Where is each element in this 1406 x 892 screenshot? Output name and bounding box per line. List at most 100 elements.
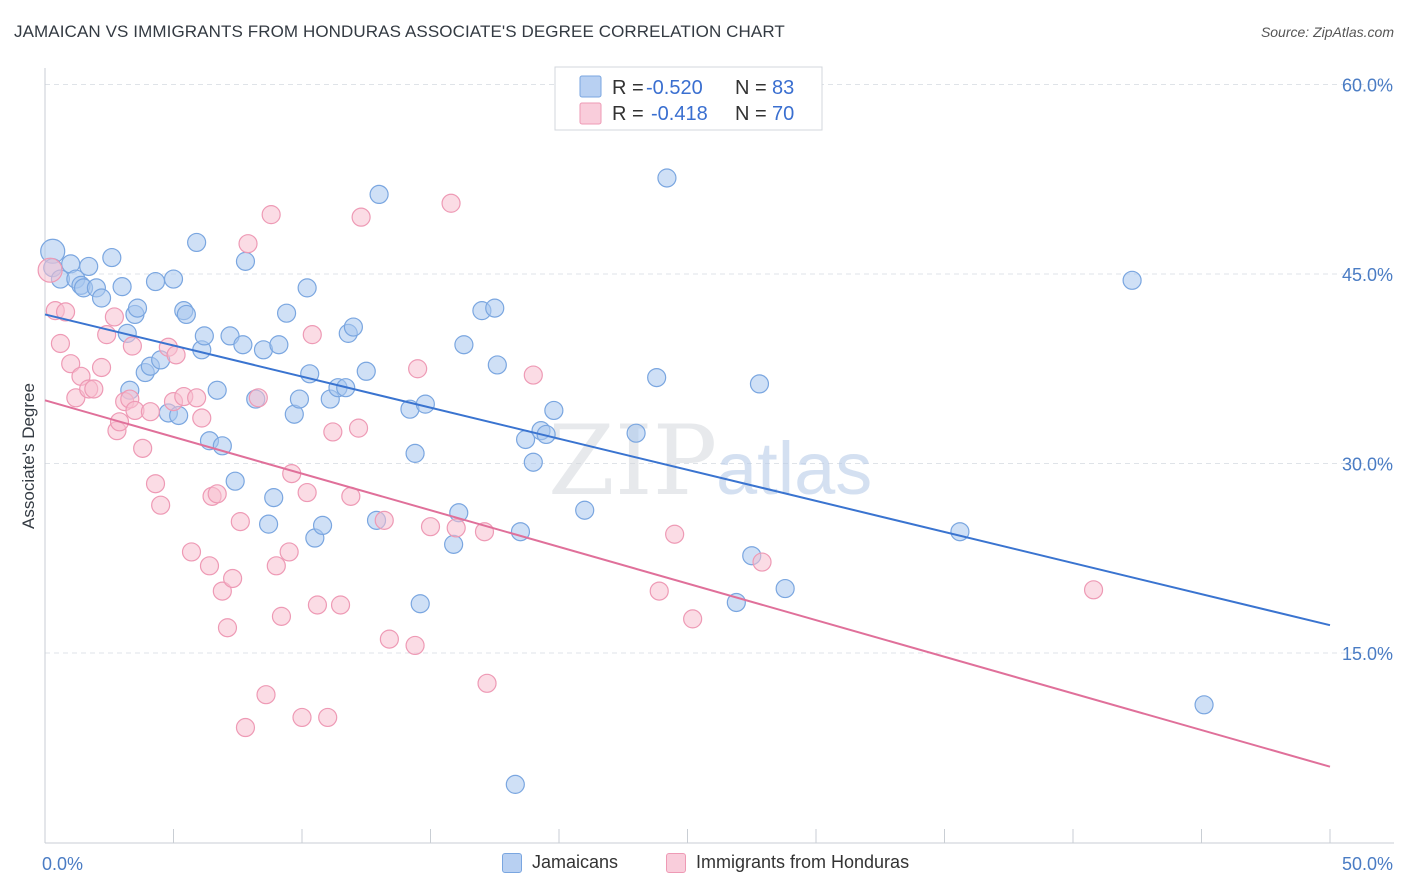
point-jamaicans-5 bbox=[79, 256, 99, 277]
point-honduras-0 bbox=[37, 257, 63, 283]
point-honduras-39 bbox=[256, 685, 276, 705]
point-honduras-47 bbox=[302, 325, 322, 345]
point-jamaicans-37 bbox=[258, 514, 279, 534]
point-jamaicans-29 bbox=[207, 380, 227, 400]
bottom-legend-label-honduras: Immigrants from Honduras bbox=[696, 852, 910, 872]
point-honduras-43 bbox=[279, 542, 299, 562]
point-jamaicans-61 bbox=[454, 335, 474, 355]
point-honduras-42 bbox=[271, 606, 292, 626]
legend-r-label-2: R = bbox=[612, 103, 644, 125]
legend-r-value-2: -0.418 bbox=[651, 103, 708, 125]
point-honduras-9 bbox=[91, 357, 112, 378]
point-honduras-54 bbox=[351, 207, 371, 227]
point-honduras-11 bbox=[104, 307, 124, 327]
point-honduras-4 bbox=[61, 354, 81, 374]
watermark-zip: ZIP bbox=[548, 405, 717, 517]
bottom-legend-label-jamaicans: Jamaicans bbox=[532, 852, 619, 872]
point-jamaicans-56 bbox=[405, 443, 425, 463]
point-honduras-64 bbox=[523, 365, 543, 385]
point-honduras-26 bbox=[181, 542, 202, 562]
point-honduras-46 bbox=[297, 482, 317, 503]
point-honduras-27 bbox=[187, 388, 207, 408]
point-jamaicans-39 bbox=[269, 335, 289, 355]
watermark: ZIP atlas bbox=[548, 405, 872, 517]
point-honduras-3 bbox=[55, 302, 76, 322]
legend-r-label-1: R = bbox=[612, 77, 644, 99]
point-jamaicans-72 bbox=[626, 423, 646, 443]
x-tick-label-1: 50.0% bbox=[1342, 854, 1393, 874]
point-jamaicans-9 bbox=[91, 288, 112, 308]
point-honduras-57 bbox=[405, 635, 425, 656]
point-honduras-55 bbox=[374, 510, 394, 530]
point-honduras-67 bbox=[683, 609, 703, 629]
point-honduras-66 bbox=[665, 524, 685, 544]
y-tick-label-0: 15.0% bbox=[1342, 644, 1393, 664]
point-jamaicans-52 bbox=[356, 361, 376, 381]
point-honduras-21 bbox=[151, 495, 171, 515]
point-jamaicans-81 bbox=[1194, 695, 1214, 715]
grid-lines bbox=[45, 84, 1394, 654]
point-jamaicans-64 bbox=[487, 355, 507, 375]
point-jamaicans-51 bbox=[343, 317, 363, 337]
point-jamaicans-40 bbox=[276, 303, 297, 323]
point-jamaicans-38 bbox=[264, 488, 284, 508]
point-honduras-8 bbox=[84, 379, 104, 399]
point-honduras-49 bbox=[318, 707, 338, 728]
point-honduras-33 bbox=[217, 618, 238, 638]
trend-line-honduras bbox=[44, 399, 1331, 768]
tick-labels: 15.0% 30.0% 45.0% 60.0% 0.0% 50.0% bbox=[42, 76, 1393, 875]
legend-n-label-2: N = bbox=[735, 103, 767, 125]
point-honduras-38 bbox=[248, 388, 268, 408]
point-honduras-51 bbox=[330, 595, 351, 615]
point-jamaicans-80 bbox=[1122, 270, 1142, 290]
point-jamaicans-25 bbox=[187, 232, 207, 253]
point-honduras-41 bbox=[266, 556, 286, 576]
point-jamaicans-43 bbox=[297, 278, 317, 298]
point-honduras-56 bbox=[379, 629, 399, 649]
point-honduras-35 bbox=[230, 512, 250, 532]
point-jamaicans-59 bbox=[444, 534, 464, 554]
point-honduras-58 bbox=[408, 359, 428, 379]
point-jamaicans-73 bbox=[647, 367, 667, 388]
bottom-legend-item-jamaicans: Jamaicans bbox=[502, 852, 618, 873]
x-tick-label-0: 0.0% bbox=[42, 854, 83, 874]
point-honduras-16 bbox=[122, 336, 142, 356]
bottom-legend-swatch-pink bbox=[666, 852, 686, 873]
chart-title: JAMAICAN VS IMMIGRANTS FROM HONDURAS ASS… bbox=[14, 22, 785, 41]
point-jamaicans-57 bbox=[410, 594, 430, 614]
point-honduras-28 bbox=[192, 408, 212, 428]
point-honduras-45 bbox=[292, 707, 312, 728]
trend-lines bbox=[44, 313, 1331, 768]
point-honduras-50 bbox=[323, 422, 343, 442]
point-honduras-61 bbox=[446, 518, 466, 538]
bottom-legend-item-honduras: Immigrants from Honduras bbox=[666, 852, 909, 873]
point-honduras-68 bbox=[752, 552, 772, 572]
point-jamaicans-27 bbox=[194, 326, 214, 346]
point-honduras-63 bbox=[477, 673, 497, 693]
point-honduras-2 bbox=[50, 333, 71, 354]
point-jamaicans-78 bbox=[775, 578, 795, 599]
point-honduras-44 bbox=[282, 464, 302, 484]
point-jamaicans-70 bbox=[544, 400, 564, 421]
point-honduras-48 bbox=[307, 595, 328, 615]
axes bbox=[44, 68, 1394, 844]
point-honduras-40 bbox=[261, 205, 281, 225]
y-tick-label-3: 60.0% bbox=[1342, 76, 1393, 96]
point-jamaicans-32 bbox=[225, 471, 245, 491]
point-jamaicans-14 bbox=[127, 298, 148, 318]
point-honduras-19 bbox=[140, 402, 160, 422]
point-jamaicans-33 bbox=[233, 335, 253, 355]
point-honduras-59 bbox=[420, 517, 441, 537]
point-jamaicans-71 bbox=[575, 500, 595, 520]
point-jamaicans-63 bbox=[485, 298, 505, 318]
point-jamaicans-11 bbox=[112, 277, 132, 297]
y-tick-label-1: 30.0% bbox=[1342, 455, 1393, 475]
point-jamaicans-10 bbox=[102, 247, 122, 268]
point-jamaicans-67 bbox=[523, 452, 543, 472]
point-honduras-18 bbox=[133, 438, 153, 458]
legend-n-value-1: 83 bbox=[772, 77, 794, 99]
point-honduras-37 bbox=[238, 234, 258, 254]
point-honduras-32 bbox=[212, 581, 232, 601]
point-jamaicans-74 bbox=[657, 168, 677, 188]
